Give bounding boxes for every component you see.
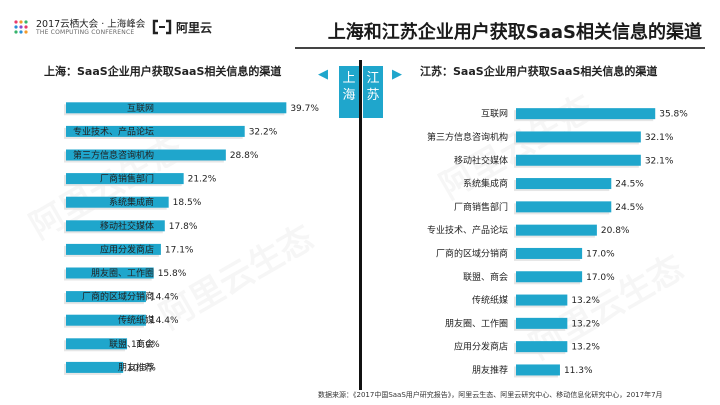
value-label: 20.8% [601, 226, 630, 236]
value-label: 11.3% [564, 366, 593, 376]
chart-title-shanghai: 上海：SaaS企业用户获取SaaS相关信息的渠道 [44, 65, 282, 78]
category-label: 厂商的区域分销商 [82, 291, 154, 303]
arrow-right-icon: ▶ [392, 67, 402, 82]
data-source: 数据来源：《2017中国SaaS用户研究报告》，阿里云生态、阿里云研究中心、移动… [318, 391, 663, 399]
bar-6 [66, 243, 161, 255]
category-label: 朋友圈、工作圈 [445, 317, 508, 329]
value-label: 11.0% [131, 340, 160, 350]
bar-11 [516, 364, 560, 376]
category-label: 联盟、商会 [463, 271, 508, 283]
bar-7 [66, 267, 154, 279]
value-label: 10.3% [127, 363, 156, 373]
header: 2017云栖大会 · 上海峰会 THE COMPUTING CONFERENCE… [0, 0, 720, 52]
brand-logo-text: 阿里云 [176, 21, 213, 35]
bar-4 [66, 196, 169, 208]
value-label: 35.8% [659, 110, 688, 120]
bar-8 [516, 294, 568, 306]
category-label: 专业技术、产品论坛 [427, 224, 508, 236]
category-label: 联盟、商会 [109, 338, 154, 350]
bar-10 [66, 338, 128, 350]
value-label: 32.1% [645, 156, 674, 166]
bar-0 [66, 102, 287, 114]
title-underline [295, 47, 705, 49]
event-logo: 2017云栖大会 · 上海峰会 THE COMPUTING CONFERENCE [12, 16, 146, 42]
bar-3 [66, 173, 184, 185]
bar-3 [516, 178, 612, 190]
category-label: 传统纸媒 [472, 294, 508, 306]
bar-5 [66, 220, 165, 232]
event-logo-subtitle: THE COMPUTING CONFERENCE [36, 29, 135, 36]
category-label: 朋友推荐 [118, 361, 154, 373]
event-logo-icon [14, 20, 28, 34]
value-label: 17.0% [586, 273, 615, 283]
bar-1 [66, 125, 245, 137]
value-label: 14.4% [150, 316, 179, 326]
category-label: 移动社交媒体 [100, 220, 154, 232]
value-label: 24.5% [615, 180, 644, 190]
bar-6 [516, 247, 583, 259]
region-label-shanghai: 上海 [339, 66, 359, 118]
value-label: 17.1% [165, 245, 194, 255]
bar-7 [516, 271, 583, 283]
page-title: 上海和江苏企业用户获取SaaS相关信息的渠道 [327, 22, 702, 43]
bar-1 [516, 131, 641, 143]
chart-shanghai: 互联网 39.7% 专业技术、产品论坛 32.2% 第三方信息咨询机构 28.8% 厂商销售… [64, 102, 319, 375]
aliyun-logo-icon [152, 19, 172, 35]
value-label: 14.4% [150, 293, 179, 303]
category-label: 专业技术、产品论坛 [73, 125, 154, 137]
bar-9 [516, 317, 568, 329]
arrow-left-icon: ◀ [318, 67, 328, 82]
value-label: 24.5% [615, 203, 644, 213]
bar-8 [66, 291, 146, 303]
chart-title-jiangsu: 江苏：SaaS企业用户获取SaaS相关信息的渠道 [420, 65, 658, 78]
region-label-jiangsu: 江苏 [363, 66, 383, 118]
bar-4 [516, 201, 612, 213]
category-label: 第三方信息咨询机构 [73, 149, 154, 161]
category-label: 朋友圈、工作圈 [91, 267, 154, 279]
category-label: 厂商的区域分销商 [436, 247, 508, 259]
category-label: 互联网 [127, 103, 154, 114]
chart-jiangsu: 互联网 35.8% 第三方信息咨询机构 32.1% 移动社交媒体 32.1% 系统集成商 24… [427, 108, 688, 378]
category-label: 系统集成商 [109, 196, 154, 208]
category-label: 传统纸媒 [118, 314, 154, 326]
center-divider [359, 60, 362, 390]
value-label: 28.8% [230, 151, 259, 161]
bar-10 [516, 341, 568, 353]
value-label: 17.0% [586, 249, 615, 259]
category-label: 系统集成商 [463, 178, 508, 190]
value-label: 18.5% [173, 198, 202, 208]
category-label: 朋友推荐 [472, 364, 508, 376]
bar-11 [66, 361, 124, 373]
category-label: 互联网 [481, 109, 508, 120]
bar-0 [516, 108, 656, 120]
bar-5 [516, 224, 597, 236]
value-label: 13.2% [571, 319, 600, 329]
bar-9 [66, 314, 146, 326]
bar-2 [516, 154, 641, 166]
value-label: 32.2% [249, 127, 278, 137]
bar-2 [66, 149, 226, 161]
value-label: 13.2% [571, 296, 600, 306]
category-label: 第三方信息咨询机构 [427, 131, 508, 143]
value-label: 15.8% [158, 269, 187, 279]
value-label: 39.7% [290, 104, 319, 114]
value-label: 21.2% [188, 175, 217, 185]
value-label: 32.1% [645, 133, 674, 143]
category-label: 应用分发商店 [454, 341, 508, 353]
category-label: 厂商销售部门 [100, 173, 154, 185]
category-label: 应用分发商店 [100, 243, 154, 255]
category-label: 厂商销售部门 [454, 201, 508, 213]
event-logo-title: 2017云栖大会 · 上海峰会 [36, 19, 146, 30]
value-label: 17.8% [169, 222, 198, 232]
category-label: 移动社交媒体 [454, 154, 508, 166]
value-label: 13.2% [571, 343, 600, 353]
